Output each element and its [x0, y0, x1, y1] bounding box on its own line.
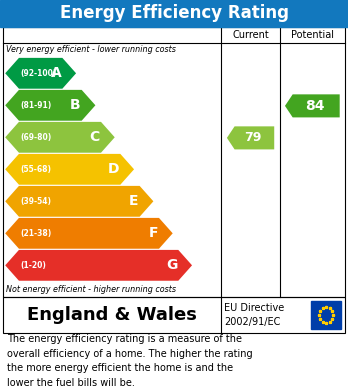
Text: F: F — [149, 226, 158, 240]
Text: Very energy efficient - lower running costs: Very energy efficient - lower running co… — [6, 45, 176, 54]
Polygon shape — [5, 122, 115, 153]
Text: (55-68): (55-68) — [21, 165, 52, 174]
Polygon shape — [5, 186, 153, 217]
Text: (69-80): (69-80) — [21, 133, 52, 142]
Text: Energy Efficiency Rating: Energy Efficiency Rating — [60, 4, 288, 22]
Text: E: E — [129, 194, 139, 208]
Text: 84: 84 — [305, 99, 325, 113]
Text: (81-91): (81-91) — [21, 101, 52, 110]
Text: (21-38): (21-38) — [21, 229, 52, 238]
Polygon shape — [5, 154, 134, 185]
Text: Current: Current — [232, 30, 269, 40]
Text: 79: 79 — [244, 131, 262, 144]
Polygon shape — [5, 58, 76, 89]
Text: D: D — [108, 162, 119, 176]
Polygon shape — [227, 126, 274, 149]
Polygon shape — [5, 90, 95, 121]
Text: Potential: Potential — [291, 30, 334, 40]
Text: The energy efficiency rating is a measure of the
overall efficiency of a home. T: The energy efficiency rating is a measur… — [7, 334, 253, 387]
Text: (39-54): (39-54) — [21, 197, 52, 206]
Bar — [3, 297, 345, 333]
Text: A: A — [50, 66, 61, 80]
Polygon shape — [5, 218, 173, 249]
Text: EU Directive
2002/91/EC: EU Directive 2002/91/EC — [224, 303, 285, 326]
Text: Not energy efficient - higher running costs: Not energy efficient - higher running co… — [6, 285, 176, 294]
Text: G: G — [166, 258, 177, 272]
Text: B: B — [70, 98, 81, 112]
Polygon shape — [5, 250, 192, 281]
Text: C: C — [90, 130, 100, 144]
Text: (92-100): (92-100) — [21, 69, 57, 78]
Bar — [311, 301, 341, 329]
Polygon shape — [285, 94, 340, 117]
Text: (1-20): (1-20) — [21, 261, 47, 270]
Bar — [0, 0, 348, 27]
Bar — [3, 27, 345, 297]
Text: England & Wales: England & Wales — [27, 306, 197, 324]
